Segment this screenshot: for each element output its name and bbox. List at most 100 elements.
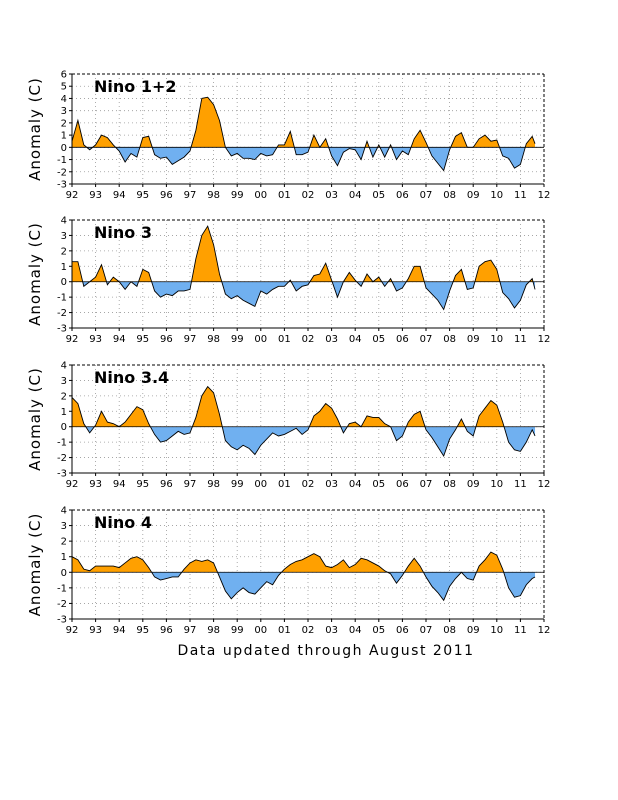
x-tick-label: 93 xyxy=(89,334,102,345)
y-tick-label: 2 xyxy=(61,246,67,257)
x-tick-label: 05 xyxy=(372,190,385,201)
x-tick-label: 92 xyxy=(66,625,79,636)
x-tick-label: 97 xyxy=(184,190,197,201)
y-tick-label: -3 xyxy=(57,180,67,191)
x-tick-label: 96 xyxy=(160,334,173,345)
x-tick-label: 09 xyxy=(467,479,480,490)
anomaly-series-line xyxy=(71,96,536,172)
y-tick-label: 0 xyxy=(61,277,67,288)
x-tick-label: 10 xyxy=(490,334,503,345)
x-tick-label: 99 xyxy=(231,334,244,345)
x-tick-label: 98 xyxy=(207,625,220,636)
x-tick-label: 94 xyxy=(113,190,126,201)
x-tick-label: 95 xyxy=(136,479,149,490)
x-tick-label: 12 xyxy=(538,190,551,201)
x-tick-label: 03 xyxy=(325,625,338,636)
negative-anomaly-area xyxy=(86,147,526,171)
x-tick-label: 00 xyxy=(254,625,267,636)
y-tick-label: 3 xyxy=(61,521,67,532)
x-tick-label: 09 xyxy=(467,334,480,345)
negative-anomaly-area xyxy=(82,281,536,310)
x-tick-label: 08 xyxy=(443,334,456,345)
x-tick-label: 96 xyxy=(160,190,173,201)
y-axis-label: Anomaly (C) xyxy=(26,77,44,181)
x-tick-label: 99 xyxy=(231,479,244,490)
panel-title: Nino 3.4 xyxy=(94,368,169,387)
x-tick-label: 92 xyxy=(66,479,79,490)
negative-anomaly-area xyxy=(85,426,536,457)
negative-anomaly-area xyxy=(72,572,536,601)
y-tick-label: -1 xyxy=(57,438,67,449)
y-tick-label: 1 xyxy=(61,131,67,142)
x-tick-label: 11 xyxy=(514,334,527,345)
x-tick-label: 01 xyxy=(278,625,291,636)
x-tick-label: 06 xyxy=(396,334,409,345)
positive-anomaly-area xyxy=(72,226,536,282)
y-tick-label: -3 xyxy=(57,615,67,626)
x-tick-label: 02 xyxy=(302,190,315,201)
x-tick-label: 95 xyxy=(136,625,149,636)
y-axis-label: Anomaly (C) xyxy=(26,222,44,326)
footer-note: Data updated through August 2011 xyxy=(177,643,474,659)
y-tick-label: 0 xyxy=(61,143,67,154)
x-tick-label: 99 xyxy=(231,190,244,201)
x-tick-label: 98 xyxy=(207,479,220,490)
x-tick-label: 95 xyxy=(136,190,149,201)
x-tick-label: 04 xyxy=(349,334,362,345)
x-tick-label: 08 xyxy=(443,625,456,636)
x-tick-label: 01 xyxy=(278,479,291,490)
y-tick-label: 3 xyxy=(61,106,67,117)
x-tick-label: 97 xyxy=(184,625,197,636)
x-tick-label: 97 xyxy=(184,334,197,345)
anomaly-series-line xyxy=(71,551,536,602)
x-tick-label: 97 xyxy=(184,479,197,490)
x-tick-label: 02 xyxy=(302,479,315,490)
x-tick-label: 05 xyxy=(372,479,385,490)
x-tick-label: 00 xyxy=(254,190,267,201)
x-tick-label: 01 xyxy=(278,334,291,345)
y-tick-label: -1 xyxy=(57,583,67,594)
y-tick-label: 3 xyxy=(61,231,67,242)
x-tick-label: 98 xyxy=(207,190,220,201)
x-tick-label: 00 xyxy=(254,479,267,490)
positive-anomaly-area xyxy=(72,97,536,148)
y-tick-label: -1 xyxy=(57,155,67,166)
x-tick-label: 06 xyxy=(396,190,409,201)
panel-title: Nino 3 xyxy=(94,223,152,242)
y-axis-label: Anomaly (C) xyxy=(26,513,44,617)
x-tick-label: 96 xyxy=(160,479,173,490)
x-tick-label: 01 xyxy=(278,190,291,201)
x-tick-label: 03 xyxy=(325,190,338,201)
x-tick-label: 12 xyxy=(538,479,551,490)
x-tick-label: 11 xyxy=(514,190,527,201)
x-tick-label: 05 xyxy=(372,334,385,345)
x-tick-label: 00 xyxy=(254,334,267,345)
y-tick-label: -2 xyxy=(57,308,67,319)
y-tick-label: 2 xyxy=(61,118,67,129)
x-tick-label: 93 xyxy=(89,190,102,201)
y-tick-label: -3 xyxy=(57,324,67,335)
x-tick-label: 07 xyxy=(420,190,433,201)
panel-title: Nino 4 xyxy=(94,513,152,532)
y-tick-label: -2 xyxy=(57,599,67,610)
x-tick-label: 10 xyxy=(490,625,503,636)
x-tick-label: 07 xyxy=(420,625,433,636)
y-tick-label: 5 xyxy=(61,82,67,93)
y-tick-label: -1 xyxy=(57,293,67,304)
x-tick-label: 10 xyxy=(490,479,503,490)
y-tick-label: 4 xyxy=(61,216,67,227)
y-tick-label: 4 xyxy=(61,361,67,372)
y-tick-label: 3 xyxy=(61,376,67,387)
y-tick-label: 0 xyxy=(61,422,67,433)
x-tick-label: 06 xyxy=(396,625,409,636)
x-tick-label: 04 xyxy=(349,625,362,636)
x-tick-label: 06 xyxy=(396,479,409,490)
x-tick-label: 02 xyxy=(302,334,315,345)
x-tick-label: 07 xyxy=(420,334,433,345)
y-tick-label: 2 xyxy=(61,391,67,402)
x-tick-label: 94 xyxy=(113,479,126,490)
x-tick-label: 93 xyxy=(89,479,102,490)
x-tick-label: 09 xyxy=(467,190,480,201)
